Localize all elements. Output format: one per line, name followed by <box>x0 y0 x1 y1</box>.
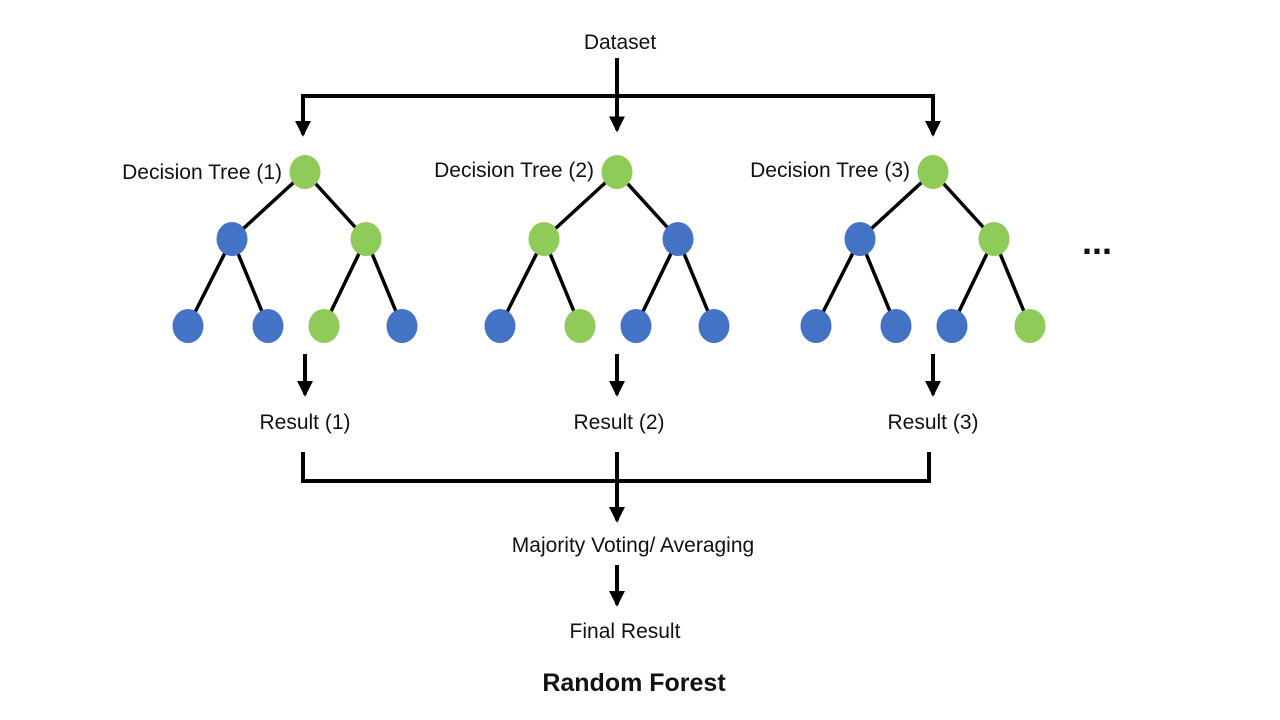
result-2-label: Result (2) <box>573 411 664 434</box>
tree-node-blue <box>698 309 730 343</box>
tree-node-blue <box>216 222 248 256</box>
tree-edge <box>542 170 619 241</box>
diagram-title: Random Forest <box>542 669 726 697</box>
more-trees-ellipsis: ... <box>1082 221 1112 262</box>
tree-node-green <box>350 222 382 256</box>
tree-node-blue <box>880 309 912 343</box>
result-3-label: Result (3) <box>887 411 978 434</box>
tree-node-blue <box>800 309 832 343</box>
tree-node-green <box>564 309 596 343</box>
tree-node-blue <box>662 222 694 256</box>
tree-node-blue <box>936 309 968 343</box>
tree-node-blue <box>484 309 516 343</box>
dataset-label: Dataset <box>584 31 657 54</box>
tree-node-blue <box>252 309 284 343</box>
tree-node-green <box>1014 309 1046 343</box>
decision-tree-2 <box>484 155 730 343</box>
decision-tree-1-label: Decision Tree (1) <box>122 161 282 184</box>
decision-tree-3-label: Decision Tree (3) <box>750 159 910 182</box>
tree-node-blue <box>620 309 652 343</box>
decision-tree-3 <box>800 155 1046 343</box>
majority-voting-label: Majority Voting/ Averaging <box>512 534 754 557</box>
result-1-label: Result (1) <box>259 411 350 434</box>
tree-node-green <box>917 155 949 189</box>
decision-tree-1 <box>172 155 418 343</box>
tree-node-blue <box>172 309 204 343</box>
tree-node-green <box>308 309 340 343</box>
tree-edge <box>858 170 935 241</box>
tree-node-blue <box>386 309 418 343</box>
tree-node-blue <box>844 222 876 256</box>
tree-node-green <box>601 155 633 189</box>
tree-edge <box>230 170 307 241</box>
tree-node-green <box>528 222 560 256</box>
tree-node-green <box>289 155 321 189</box>
decision-tree-2-label: Decision Tree (2) <box>434 159 594 182</box>
tree-node-green <box>978 222 1010 256</box>
final-result-label: Final Result <box>570 620 681 643</box>
